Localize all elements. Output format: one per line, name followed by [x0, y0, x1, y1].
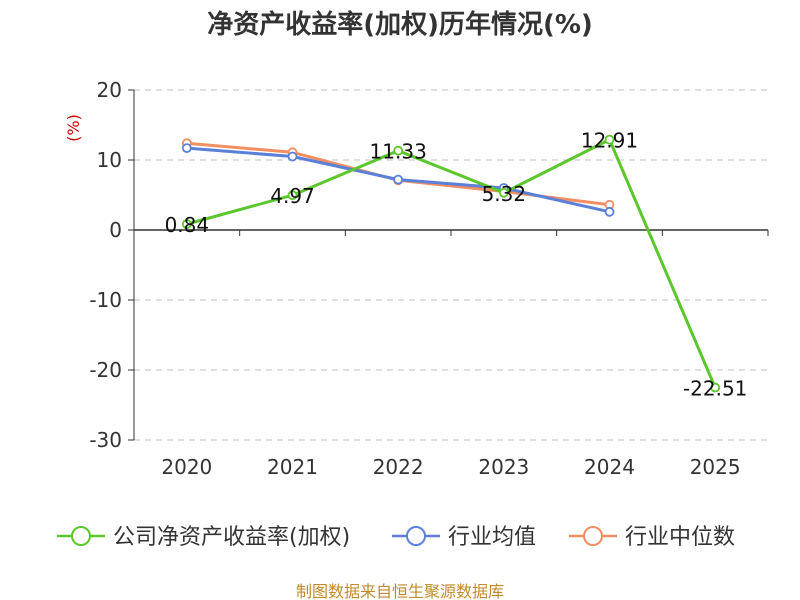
legend-item[interactable]: 公司净资产收益率(加权)	[57, 525, 350, 550]
series-0	[181, 134, 721, 393]
data-point	[710, 382, 721, 393]
y-tick-label: -20	[89, 358, 122, 382]
x-tick-label: 2020	[161, 455, 212, 479]
data-point	[604, 134, 615, 145]
legend-marker	[406, 526, 426, 546]
y-tick-label: 20	[97, 78, 122, 102]
x-tick-label: 2023	[478, 455, 529, 479]
legend-label: 行业中位数	[625, 525, 735, 550]
x-tick-label: 2025	[690, 455, 741, 479]
series-line	[186, 138, 717, 389]
legend-marker	[583, 526, 603, 546]
data-labels: 0.84 4.97 11.33 5.32 12.91 -22.51	[165, 129, 748, 401]
legend-label: 公司净资产收益率(加权)	[113, 525, 350, 550]
legend-label: 行业均值	[448, 525, 536, 550]
data-point	[393, 145, 404, 156]
chart-title: 净资产收益率(加权)历年情况(%)	[207, 9, 593, 40]
data-point	[181, 219, 192, 230]
axes: 20 10 0 -10 -20 -30 2020 2021 2022 2023 2024 2025	[89, 78, 769, 479]
legend-item[interactable]: 行业中位数	[569, 525, 735, 550]
x-tick-label: 2024	[584, 455, 635, 479]
data-point	[393, 174, 404, 185]
legend-item[interactable]: 行业均值	[392, 525, 536, 550]
data-point	[287, 190, 298, 201]
x-tick-label: 2021	[267, 455, 318, 479]
data-point	[287, 151, 298, 162]
data-label: 0.84	[165, 213, 210, 237]
data-point	[181, 143, 192, 154]
y-tick-label: -30	[89, 428, 122, 452]
series	[181, 134, 721, 393]
data-label: -22.51	[683, 377, 747, 401]
data-point	[498, 187, 509, 198]
grid-lines	[134, 89, 768, 441]
data-label: 12.91	[581, 129, 638, 153]
y-tick-label: 10	[97, 148, 122, 172]
legend-marker	[71, 526, 91, 546]
data-label: 4.97	[270, 184, 315, 208]
data-label: 11.33	[370, 140, 427, 164]
y-tick-label: 0	[109, 218, 122, 242]
legend: 公司净资产收益率(加权) 行业均值 行业中位数	[57, 525, 735, 550]
source-note: 制图数据来自恒生聚源数据库	[296, 582, 504, 600]
x-tick-label: 2022	[373, 455, 424, 479]
data-point	[604, 206, 615, 217]
series-1	[181, 143, 615, 217]
y-axis-unit-label: (%)	[64, 114, 83, 142]
data-label: 5.32	[482, 182, 527, 206]
y-tick-label: -10	[89, 288, 122, 312]
